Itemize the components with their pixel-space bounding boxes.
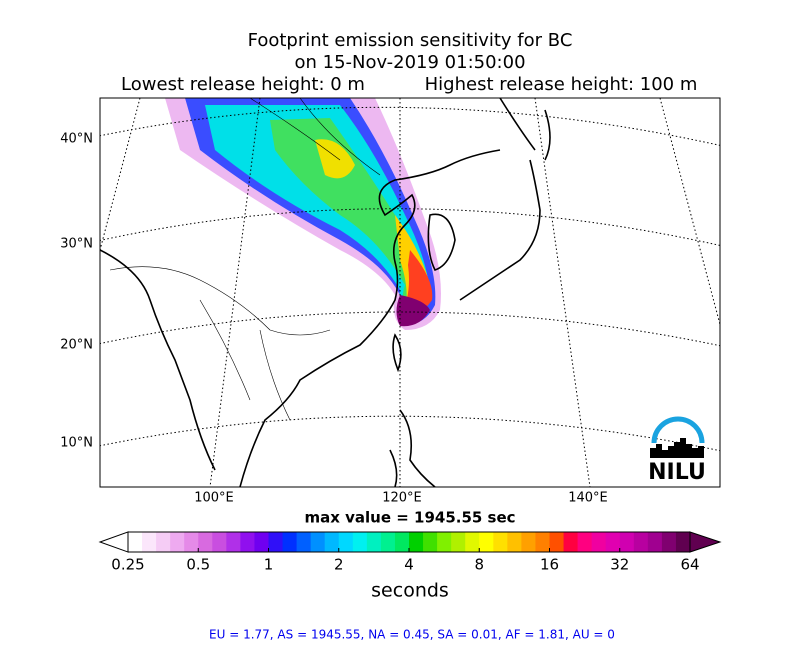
colorbar-cell — [619, 532, 635, 552]
colorbar-cell — [282, 532, 298, 552]
plume — [270, 118, 428, 315]
subtitle: Highest release height: 100 m — [425, 74, 698, 95]
colorbar-cell — [128, 532, 143, 552]
plume — [396, 295, 430, 327]
meridian — [209, 98, 261, 487]
subtitle: Lowest release height: 0 m — [121, 74, 365, 95]
colorbar-tick-label: 0.25 — [111, 556, 144, 574]
colorbar-tick-label: 64 — [680, 556, 699, 574]
colorbar-cell — [380, 532, 396, 552]
logo-arc — [651, 416, 705, 444]
colorbar-cell — [465, 532, 480, 552]
map — [100, 98, 720, 487]
colorbar-cell — [549, 532, 565, 552]
colorbar-label: seconds — [371, 580, 449, 602]
colorbar-extend — [98, 531, 129, 553]
colorbar-cell — [156, 532, 171, 552]
coastline — [427, 213, 456, 271]
meridian — [100, 98, 141, 251]
max-value: max value = 1945.55 sec — [304, 509, 515, 527]
colorbar-cell — [451, 532, 466, 552]
lon-label: 140°E — [568, 491, 608, 506]
colorbar-tick-label: 32 — [610, 556, 629, 574]
colorbar-tick-label: 8 — [474, 556, 484, 574]
coastline — [389, 333, 436, 487]
colorbar-cell — [409, 532, 424, 552]
lon-label: 120°E — [382, 491, 422, 506]
lon-label: 100°E — [194, 491, 234, 506]
colorbar-cell — [170, 532, 185, 552]
meridian — [659, 98, 720, 327]
colorbar-cell — [493, 532, 508, 552]
colorbar-cell — [591, 532, 607, 552]
lat-label: 10°N — [60, 436, 93, 451]
colorbar-cell — [296, 532, 312, 552]
colorbar-cell — [366, 532, 382, 552]
colorbar-cell — [563, 532, 579, 552]
logo-text: NILU — [648, 460, 706, 485]
colorbar-cell — [198, 532, 213, 552]
colorbar-cell — [577, 532, 593, 552]
colorbar-tick-label: 16 — [540, 556, 559, 574]
parallel — [100, 106, 720, 146]
colorbar-cell — [184, 532, 199, 552]
map-frame — [99, 97, 721, 488]
coastline — [459, 98, 551, 301]
colorbar-cell — [254, 532, 269, 552]
colorbar-cell — [268, 532, 284, 552]
colorbar-extend — [689, 531, 722, 553]
colorbar-cell — [352, 532, 368, 552]
colorbar-tick-label: 1 — [264, 556, 274, 574]
meridian — [534, 98, 591, 487]
colorbar-cell — [310, 532, 326, 552]
colorbar-cell — [212, 532, 227, 552]
colorbar-cell — [394, 532, 410, 552]
colorbar-cell — [437, 532, 452, 552]
colorbar-tick-label: 4 — [404, 556, 414, 574]
border — [109, 98, 381, 421]
lat-label: 20°N — [60, 338, 93, 353]
colorbar-cell — [661, 532, 677, 552]
colorbar-cell — [535, 532, 550, 552]
colorbar-tick-label: 2 — [334, 556, 344, 574]
colorbar-cell — [633, 532, 649, 552]
parallel — [100, 208, 720, 246]
colorbar-cell — [240, 532, 255, 552]
footer: EU = 1.77, AS = 1945.55, NA = 0.45, SA =… — [209, 628, 615, 642]
colorbar-cell — [226, 532, 241, 552]
colorbar-cell — [338, 532, 354, 552]
plume — [205, 105, 430, 320]
colorbar-cell — [142, 532, 157, 552]
colorbar-cell — [423, 532, 438, 552]
title-line: Footprint emission sensitivity for BC — [248, 30, 573, 51]
lat-label: 30°N — [60, 237, 93, 252]
colorbar: 0.25 0.5 1 2 4 8 16 32 64 — [98, 531, 722, 574]
colorbar-cell — [507, 532, 522, 552]
lat-label: 40°N — [60, 132, 93, 147]
colorbar-cell — [647, 532, 663, 552]
colorbar-cell — [479, 532, 494, 552]
colorbar-cell — [605, 532, 621, 552]
parallel — [100, 415, 720, 452]
parallel — [100, 311, 720, 347]
colorbar-tick-label: 0.5 — [186, 556, 210, 574]
colorbar-cell — [521, 532, 536, 552]
logo-skyline — [650, 438, 704, 458]
colorbar-cell — [675, 532, 691, 552]
colorbar-cell — [324, 532, 340, 552]
coastline — [100, 149, 501, 487]
title-line: on 15-Nov-2019 01:50:00 — [294, 52, 525, 73]
